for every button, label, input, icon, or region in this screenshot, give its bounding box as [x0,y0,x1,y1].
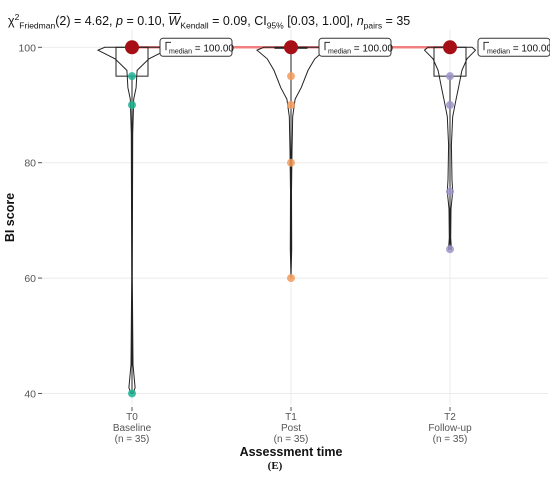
n-symbol: n [356,14,364,29]
box [433,46,467,77]
median-label-sub: median [487,48,510,55]
data-point [446,72,454,81]
median-label-sub: median [328,48,351,55]
data-point [446,245,454,254]
x-tick-label-n: (n = 35) [274,434,309,445]
friedman-sub: Friedman [19,20,56,31]
data-point [128,389,136,398]
median-label-text: median = 100.00 [328,43,393,55]
x-tick-label-name: Follow-up [428,423,472,434]
data-point [287,158,295,167]
n-sub: pairs [363,20,383,31]
panel-label: (E) [267,460,283,472]
data-point [128,72,136,81]
x-tick-label-name: Baseline [113,423,152,434]
chi-sup: 2 [14,12,20,22]
y-axis-title: BI score [3,193,17,242]
data-point [287,274,295,283]
violin-outline [96,46,168,395]
median-label-hat [324,41,330,51]
x-axis-title: Assessment time [240,445,343,459]
p-symbol: p [116,14,123,29]
median-label-sub: median [169,48,192,55]
ci-sub: 95% [266,20,284,31]
w-value: = 0.09, CI [208,14,267,29]
x-tick-label-n: (n = 35) [433,434,468,445]
w-sub: Kendall [180,20,209,31]
data-point [446,101,454,109]
median-point [443,40,457,55]
chi-symbol: χ [8,14,15,29]
violin-outline [423,46,477,250]
stats-annotation: χ2Friedman(2) = 4.62, p = 0.10, WKendall… [8,2,410,41]
p-value: = 0.10, [122,14,169,29]
w-symbol: W [168,14,181,29]
y-tick-label: 100 [18,42,36,54]
median-label-box [477,37,550,57]
median-point [284,40,298,55]
x-tick-label-code: T0 [126,412,138,423]
box [274,46,308,49]
y-tick-label: 60 [24,273,36,285]
median-point [125,40,139,55]
data-point [287,72,295,81]
median-label-value: = 100.00 [510,43,550,54]
median-label-value: = 100.00 [192,43,234,54]
x-tick-label-code: T1 [285,412,297,423]
y-tick-label: 40 [24,388,36,400]
box [115,46,149,77]
data-point [128,101,136,109]
median-label-text: median = 100.00 [487,43,550,55]
data-point [446,187,454,196]
x-tick-label-n: (n = 35) [115,434,150,445]
x-tick-label-code: T2 [444,412,456,423]
median-label-hat [165,41,171,51]
median-label-box [159,37,233,57]
median-label-hat [483,41,489,51]
violin-outline [256,46,326,279]
n-value: = 35 [382,14,411,29]
y-tick-label: 80 [24,158,36,170]
median-label-value: = 100.00 [351,43,393,54]
median-label-box [318,37,392,57]
data-point [287,101,295,109]
ci-value: [0.03, 1.00], [283,14,357,29]
x-tick-label-name: Post [281,423,301,434]
median-label-text: median = 100.00 [169,43,234,55]
friedman-df: (2) = 4.62, [55,14,117,29]
